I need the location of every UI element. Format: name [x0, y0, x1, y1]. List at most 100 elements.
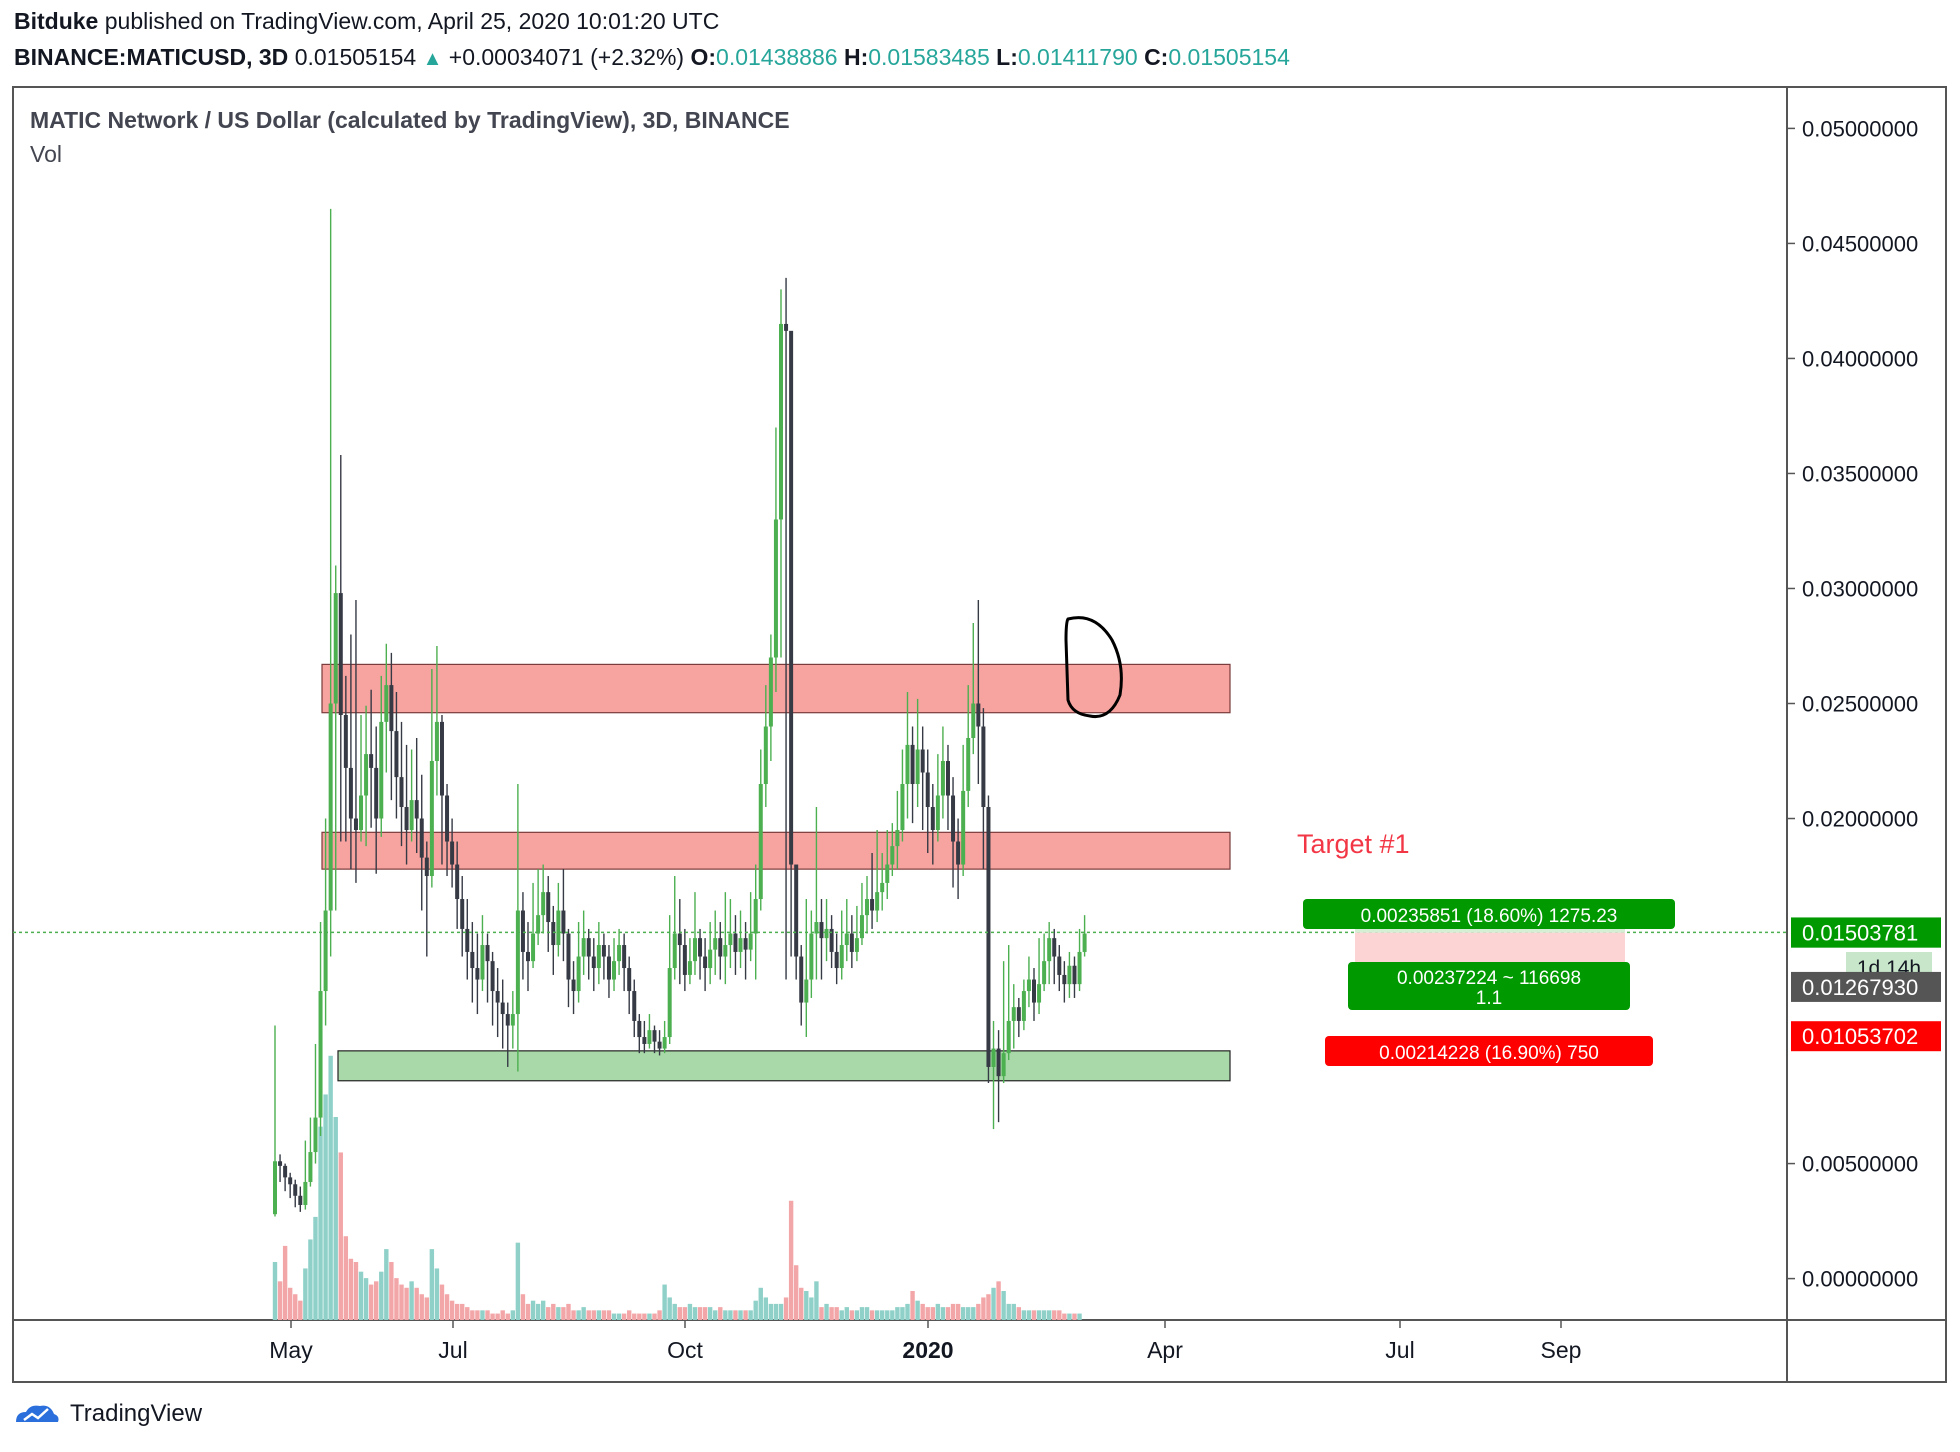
volume-bar — [748, 1310, 753, 1320]
stop-box — [1325, 1036, 1653, 1066]
volume-bar — [611, 1313, 617, 1320]
volume-bar — [738, 1310, 743, 1320]
candle-body — [455, 864, 460, 900]
entry-text: 0.00237224 ~ 116698 — [1397, 968, 1581, 989]
volume-bar — [303, 1268, 308, 1320]
candle-body — [1006, 1020, 1011, 1054]
candle-body — [571, 979, 576, 992]
volume-bar — [1026, 1310, 1032, 1320]
volume-bar — [652, 1313, 657, 1320]
candle-body — [526, 951, 530, 962]
volume-bar — [728, 1310, 733, 1320]
volume-bar — [981, 1297, 986, 1320]
candle-body — [986, 807, 991, 1067]
volume-bar — [394, 1278, 399, 1320]
volume-bar — [1067, 1313, 1072, 1320]
volume-bar — [1031, 1310, 1037, 1320]
volume-bar — [758, 1287, 763, 1320]
volume-bar — [581, 1307, 586, 1320]
candle-body — [920, 749, 925, 773]
candle-body — [763, 726, 768, 785]
candle-body — [637, 1020, 642, 1038]
candle-body — [981, 726, 986, 808]
up-arrow-icon: ▲ — [422, 48, 443, 70]
volume-bar — [556, 1307, 561, 1320]
candle-body — [743, 938, 748, 950]
price-axis[interactable]: 0.05000000 0.04500000 0.04000000 0.03500000… — [1787, 116, 1918, 1292]
candle-body — [485, 945, 490, 962]
candle-body — [1042, 961, 1047, 985]
symbol-label[interactable]: BINANCE:MATICUSD, 3D — [14, 44, 289, 70]
candle-body — [951, 795, 956, 842]
volume-bar — [384, 1249, 389, 1320]
price-tick-label: 0.05000000 — [1802, 116, 1918, 141]
volume-bar — [287, 1287, 293, 1320]
candle-body — [510, 1014, 515, 1026]
candle-body — [612, 961, 617, 980]
candle-body — [500, 1002, 505, 1015]
volume-bar — [485, 1310, 490, 1320]
candle-body — [404, 807, 409, 831]
volume-bar — [1001, 1291, 1006, 1320]
candle-body — [703, 956, 708, 969]
volume-bar — [814, 1281, 819, 1320]
candle-body — [520, 910, 525, 952]
volume-bar — [318, 1126, 323, 1320]
volume-bar — [606, 1310, 612, 1320]
volume-bar — [895, 1307, 900, 1320]
volume-bar — [293, 1294, 298, 1320]
candle-body — [677, 933, 682, 946]
volume-bar — [778, 1303, 784, 1320]
price-chart[interactable]: MATIC Network / US Dollar (calculated by… — [0, 0, 1960, 1390]
price-tick-label: 0.00500000 — [1802, 1152, 1918, 1177]
volume-bar — [849, 1310, 855, 1320]
time-axis[interactable]: May Jul Oct 2020 Apr Jul Sep — [269, 1320, 1581, 1363]
volume-bar — [1021, 1310, 1027, 1320]
volume-bar — [1016, 1307, 1022, 1320]
volume-bar — [460, 1303, 465, 1320]
candle-body — [353, 818, 358, 831]
tradingview-footer[interactable]: TradingView — [12, 1400, 202, 1428]
author-name[interactable]: Bitduke — [14, 8, 99, 34]
candle-body — [632, 991, 637, 1021]
volume-bar — [647, 1313, 652, 1320]
open-value: 0.01438886 — [716, 44, 838, 70]
candle-body — [687, 961, 692, 975]
price-tick-label: 0.04000000 — [1802, 346, 1918, 371]
target-text: 0.00235851 (18.60%) 1275.23 — [1361, 906, 1618, 927]
candle-body — [379, 721, 384, 819]
candle-body — [1037, 984, 1042, 1003]
candle-body — [1067, 965, 1072, 985]
candle-body — [956, 841, 961, 865]
candle-body — [429, 761, 434, 877]
publisher-line: Bitduke published on TradingView.com, Ap… — [14, 8, 719, 35]
volume-bar — [667, 1297, 672, 1320]
chart-frame — [12, 86, 1947, 1383]
candle-body — [343, 715, 348, 768]
volume-bar — [824, 1303, 829, 1320]
candle-body — [865, 899, 870, 916]
volume-bar — [576, 1310, 581, 1320]
volume-bar — [490, 1313, 495, 1320]
candle-body — [854, 938, 859, 952]
volume-bar — [480, 1310, 485, 1320]
volume-bar — [495, 1313, 500, 1320]
candle-body — [723, 945, 728, 957]
volume-bar — [718, 1307, 723, 1320]
candle-body — [976, 703, 981, 727]
candle-body — [389, 685, 394, 732]
candle-body — [348, 767, 353, 819]
candle-body — [961, 790, 966, 865]
candle-body — [930, 807, 935, 831]
volume-bar — [627, 1310, 632, 1320]
volume-bar — [601, 1310, 607, 1320]
volume-bar — [1077, 1313, 1082, 1320]
candle-body — [278, 1161, 283, 1166]
price-tick-label: 0.00000000 — [1802, 1267, 1918, 1292]
candle-body — [556, 910, 561, 946]
volume-bar — [475, 1310, 480, 1320]
price-tick-label: 0.02000000 — [1802, 807, 1918, 832]
candle-body — [945, 761, 950, 796]
volume-bar — [793, 1265, 799, 1320]
support-zone-2 — [337, 1050, 1231, 1082]
